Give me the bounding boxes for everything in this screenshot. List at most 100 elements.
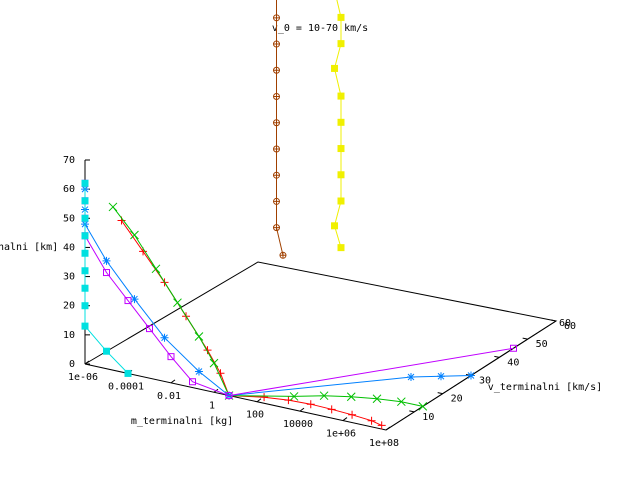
data-point-5-8-inner <box>273 41 280 48</box>
y-tick-3 <box>494 355 500 358</box>
data-point-6-0 <box>337 244 345 252</box>
data-point-1-10 <box>151 264 161 274</box>
data-point-5-5-inner <box>273 119 280 126</box>
z-tick-label: 10 <box>63 330 75 341</box>
x-tick-label: 100 <box>246 410 264 421</box>
data-point-1-11 <box>130 230 139 240</box>
z-tick-label: 30 <box>63 272 75 283</box>
data-point-0-5 <box>284 396 293 405</box>
data-point-0-6 <box>260 393 269 402</box>
data-point-5-2-inner <box>273 198 280 205</box>
data-point-2-1 <box>437 372 445 381</box>
data-point-6-4 <box>337 145 345 153</box>
series-4 <box>81 179 132 377</box>
data-point-0-4 <box>306 400 315 409</box>
x-tick-4 <box>256 398 262 403</box>
data-point-4-9 <box>81 197 89 205</box>
x-axis-line <box>84 363 387 431</box>
data-point-1-7 <box>209 358 219 368</box>
data-point-1-4 <box>319 391 329 401</box>
y-tick-label: 50 <box>536 339 548 350</box>
data-point-1-5 <box>289 392 299 401</box>
data-point-5-9-inner <box>273 14 280 21</box>
y-tick-4 <box>522 337 528 340</box>
data-point-2-5 <box>160 333 169 342</box>
data-point-1-1 <box>396 397 406 407</box>
y-tick-label: 40 <box>507 357 519 368</box>
data-point-4-3 <box>81 302 89 310</box>
z-axis-title: nalni [km] <box>0 242 58 253</box>
z-tick-label: 70 <box>63 155 75 166</box>
x-tick-7 <box>385 426 391 431</box>
data-point-4-7 <box>81 232 89 240</box>
data-point-1-9 <box>173 298 182 308</box>
data-point-3-4 <box>146 325 153 333</box>
data-point-2-0 <box>467 371 475 380</box>
data-point-6-1 <box>331 222 339 230</box>
y-tick-label: 60 <box>559 318 571 329</box>
data-point-2-4 <box>194 367 203 376</box>
data-point-3-3 <box>167 353 175 361</box>
series-6 <box>331 0 345 252</box>
data-point-6-8 <box>337 40 345 48</box>
data-point-5-7-inner <box>273 67 280 74</box>
data-point-5-6-inner <box>273 93 280 100</box>
base-back-edges <box>84 261 558 431</box>
data-point-6-7 <box>331 64 339 72</box>
x-tick-label: 0.01 <box>157 391 181 402</box>
y-tick-1 <box>437 392 443 395</box>
data-point-5-1-inner <box>273 224 280 231</box>
data-point-5-0-inner <box>279 252 286 259</box>
series-3 <box>81 179 517 400</box>
data-point-3-6 <box>103 269 110 277</box>
data-point-6-3 <box>337 171 345 179</box>
data-point-0-0 <box>377 421 386 430</box>
data-point-6-6 <box>337 92 345 100</box>
data-point-1-0 <box>418 402 428 411</box>
z-tick-label: 50 <box>63 213 75 224</box>
data-point-4-5 <box>81 267 89 275</box>
data-point-5-4-inner <box>273 145 280 152</box>
x-tick-6 <box>342 417 348 421</box>
data-point-2-6 <box>130 295 139 304</box>
data-point-0-2 <box>348 410 357 419</box>
z-tick-label: 40 <box>63 242 75 253</box>
data-point-0-9 <box>203 346 212 355</box>
z-tick-label: 0 <box>69 359 75 370</box>
data-point-0-3 <box>327 405 336 414</box>
z-tick-label: 60 <box>63 184 75 195</box>
tick-marks <box>84 159 557 431</box>
data-point-1-3 <box>346 392 356 402</box>
data-point-6-5 <box>337 118 345 126</box>
data-point-4-10 <box>81 179 89 187</box>
x-tick-label: 1e+08 <box>369 438 399 449</box>
data-series <box>81 0 517 430</box>
data-point-1-12 <box>108 202 118 212</box>
chart-title: v_0 = 10-70 km/s <box>272 23 368 34</box>
data-point-1-2 <box>372 394 382 404</box>
data-point-4-2 <box>81 322 89 330</box>
x-tick-label: 10000 <box>283 419 313 430</box>
x-tick-label: 1 <box>209 400 215 411</box>
data-point-1-8 <box>194 332 204 341</box>
data-point-3-5 <box>124 297 132 305</box>
data-point-4-0 <box>124 369 132 377</box>
series-line-4 <box>84 183 129 374</box>
data-point-6-2 <box>337 197 345 205</box>
data-point-3-1 <box>225 392 233 400</box>
axes <box>84 160 558 431</box>
data-point-3-0 <box>510 344 517 352</box>
y-axis-title: v_terminalni [km/s] <box>488 382 602 393</box>
data-point-0-1 <box>367 416 376 425</box>
data-point-2-2 <box>407 372 415 381</box>
z-tick-label: 20 <box>63 301 75 312</box>
data-point-4-8 <box>81 214 89 222</box>
x-tick-label: 1e-06 <box>68 372 98 383</box>
x-tick-5 <box>299 407 305 412</box>
series-line-6 <box>333 0 342 248</box>
y-tick-label: 60 <box>564 321 576 332</box>
y-tick-label: 30 <box>479 376 491 387</box>
x-axis-title: m_terminalni [kg] <box>131 416 233 427</box>
x-tick-label: 0.0001 <box>108 381 144 392</box>
